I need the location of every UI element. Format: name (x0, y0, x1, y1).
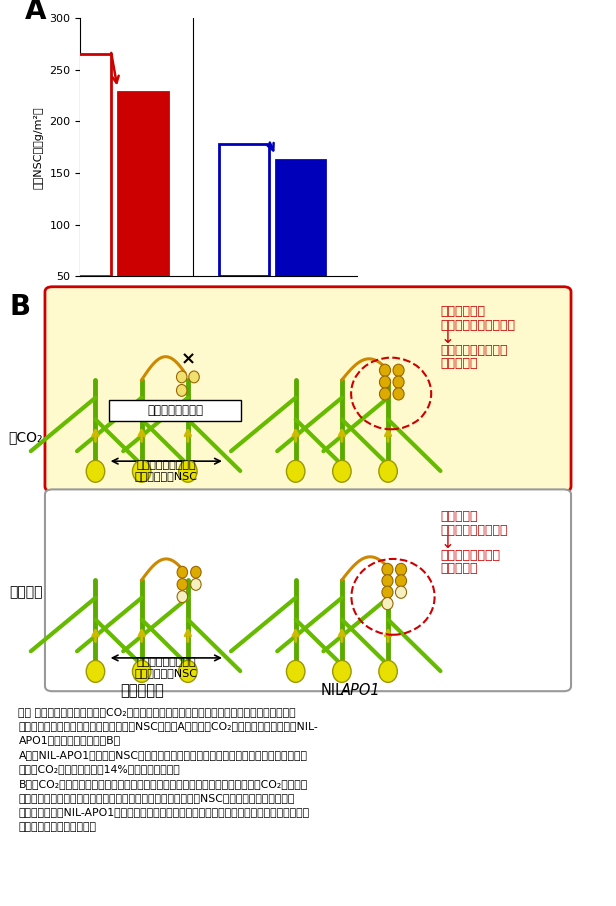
Ellipse shape (86, 460, 105, 482)
Bar (61, 54, 111, 276)
Ellipse shape (379, 660, 397, 682)
Ellipse shape (179, 460, 197, 482)
Text: ×: × (180, 351, 195, 368)
FancyBboxPatch shape (109, 400, 241, 421)
Ellipse shape (177, 566, 188, 578)
Ellipse shape (382, 574, 393, 587)
Text: 籾数が多いが: 籾数が多いが (440, 304, 485, 318)
Bar (219, 144, 269, 276)
Ellipse shape (393, 388, 404, 400)
Ellipse shape (379, 388, 391, 400)
Text: 通常大気: 通常大気 (9, 585, 43, 600)
Ellipse shape (333, 460, 351, 482)
Ellipse shape (132, 460, 151, 482)
Y-axis label: 茎部NSC量（g/m²）: 茎部NSC量（g/m²） (34, 106, 44, 188)
Bar (275, 159, 325, 276)
Text: 詰まらない籾が少ない: 詰まらない籾が少ない (440, 319, 516, 332)
Ellipse shape (177, 579, 188, 591)
Text: NIL-: NIL- (320, 683, 349, 698)
Ellipse shape (286, 460, 305, 482)
Ellipse shape (132, 660, 151, 682)
Text: コシヒカリ: コシヒカリ (120, 683, 164, 698)
Ellipse shape (382, 586, 393, 598)
Text: 光合成産物の増加: 光合成産物の増加 (147, 404, 203, 417)
Text: 登熟歩合が下がり: 登熟歩合が下がり (440, 549, 500, 562)
Ellipse shape (393, 376, 404, 388)
Ellipse shape (179, 660, 197, 682)
Ellipse shape (191, 566, 201, 578)
Ellipse shape (395, 564, 407, 575)
Text: ↓: ↓ (440, 329, 455, 347)
Text: 籾数が多く: 籾数が多く (440, 510, 478, 524)
Text: APO1: APO1 (341, 683, 381, 698)
FancyBboxPatch shape (45, 287, 571, 491)
Ellipse shape (395, 574, 407, 587)
Text: 図２ 異なる大気二酸化炭素（CO₂）濃度及び品種・系統における成熟期の稲体茎部に含まれ
る光合成産物の非構造性炭水化物（茎部NSC）量（A）及び高CO₂濃度条件: 図２ 異なる大気二酸化炭素（CO₂）濃度及び品種・系統における成熟期の稲体茎部に… (18, 707, 318, 832)
Ellipse shape (382, 564, 393, 575)
Text: 大幅な増収: 大幅な増収 (440, 357, 478, 370)
Text: 詰まらない籾が多い: 詰まらない籾が多い (440, 524, 508, 536)
Text: 高CO₂: 高CO₂ (9, 429, 43, 444)
Text: 成熟期に茎に残った
光合成産物のNSC: 成熟期に茎に残った 光合成産物のNSC (135, 657, 198, 679)
Ellipse shape (379, 364, 391, 376)
Ellipse shape (286, 660, 305, 682)
Text: 小幅な増収: 小幅な増収 (440, 562, 478, 574)
Bar (118, 92, 168, 276)
Text: 登熟歩合が下がらず: 登熟歩合が下がらず (440, 344, 508, 357)
Ellipse shape (189, 371, 200, 383)
Text: B: B (9, 293, 30, 321)
FancyBboxPatch shape (45, 489, 571, 691)
Ellipse shape (177, 384, 187, 396)
Ellipse shape (86, 660, 105, 682)
Text: 成熟期に茎に残った
光合成産物のNSC: 成熟期に茎に残った 光合成産物のNSC (135, 459, 198, 481)
Ellipse shape (393, 364, 404, 376)
Ellipse shape (379, 376, 391, 388)
Ellipse shape (382, 597, 393, 610)
Text: ↓: ↓ (440, 534, 455, 552)
Ellipse shape (395, 586, 407, 598)
Ellipse shape (177, 371, 187, 383)
Ellipse shape (333, 660, 351, 682)
Ellipse shape (379, 460, 397, 482)
Ellipse shape (177, 591, 188, 602)
Text: A: A (25, 0, 46, 25)
Ellipse shape (191, 579, 201, 591)
